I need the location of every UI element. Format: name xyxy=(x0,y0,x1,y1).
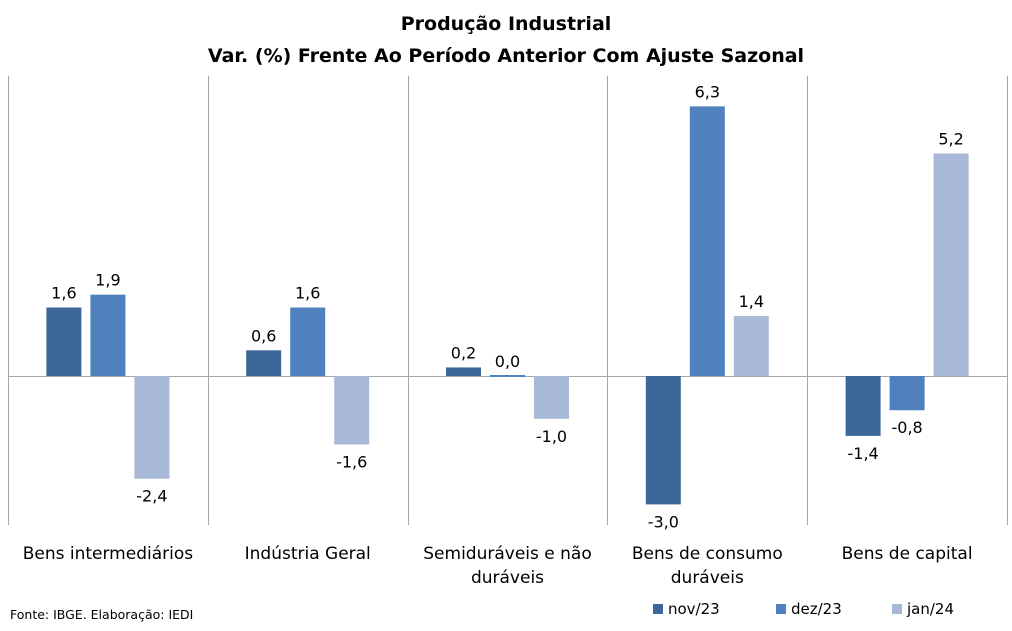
bar xyxy=(246,350,282,376)
legend-label: nov/23 xyxy=(668,600,720,618)
legend-label: dez/23 xyxy=(791,600,842,618)
category-gridlines xyxy=(8,76,1008,525)
bar xyxy=(889,376,925,411)
data-label: 0,2 xyxy=(451,343,476,362)
data-label: -1,4 xyxy=(847,444,878,463)
data-label: -3,0 xyxy=(648,512,679,531)
data-labels-group: 1,6 1,9 -2,4 0,6 1,6 -1,6 0,2 0,0 -1,0 -3,0 6,3 1,4… xyxy=(51,82,964,531)
data-label: -1,0 xyxy=(536,427,567,446)
bars-group xyxy=(46,106,969,505)
data-label: -0,8 xyxy=(891,418,922,437)
data-label: 1,6 xyxy=(295,284,320,303)
bar xyxy=(290,307,326,376)
data-label: 1,6 xyxy=(51,284,76,303)
data-label: 1,4 xyxy=(739,292,764,311)
data-label: -2,4 xyxy=(136,487,167,506)
bar xyxy=(90,294,126,376)
bar xyxy=(46,307,82,376)
legend-swatch xyxy=(776,604,786,614)
category-label: duráveis xyxy=(671,568,744,588)
legend: nov/23 dez/23 jan/24 xyxy=(653,600,954,618)
data-label: 5,2 xyxy=(938,129,963,148)
data-label: 0,0 xyxy=(495,352,520,371)
bar xyxy=(534,376,569,419)
source-note: Fonte: IBGE. Elaboração: IEDI xyxy=(10,607,193,622)
data-label: 1,9 xyxy=(95,271,120,290)
data-label: -1,6 xyxy=(336,452,367,471)
bar xyxy=(490,375,525,377)
bar xyxy=(689,106,725,377)
bar xyxy=(845,376,881,436)
bar xyxy=(645,376,681,505)
category-label: Bens de capital xyxy=(842,544,973,564)
category-labels-group: Bens intermediários Indústria Geral Semidu… xyxy=(23,544,973,588)
category-label: Bens de consumo xyxy=(632,544,783,564)
bar xyxy=(733,316,769,376)
legend-swatch xyxy=(892,604,902,614)
data-label: 6,3 xyxy=(695,82,720,101)
data-label: 0,6 xyxy=(251,326,276,345)
category-label: duráveis xyxy=(471,568,544,588)
legend-swatch xyxy=(653,604,663,614)
chart-subtitle: Var. (%) Frente Ao Período Anterior Com … xyxy=(208,45,804,67)
chart-title: Produção Industrial xyxy=(401,13,612,35)
bar xyxy=(933,153,969,376)
category-label: Semiduráveis e não xyxy=(423,544,591,564)
bar xyxy=(134,376,170,479)
category-label: Indústria Geral xyxy=(245,544,371,564)
legend-label: jan/24 xyxy=(906,600,954,618)
category-label: Bens intermediários xyxy=(23,544,194,564)
bar xyxy=(334,376,370,445)
bar xyxy=(446,367,481,376)
